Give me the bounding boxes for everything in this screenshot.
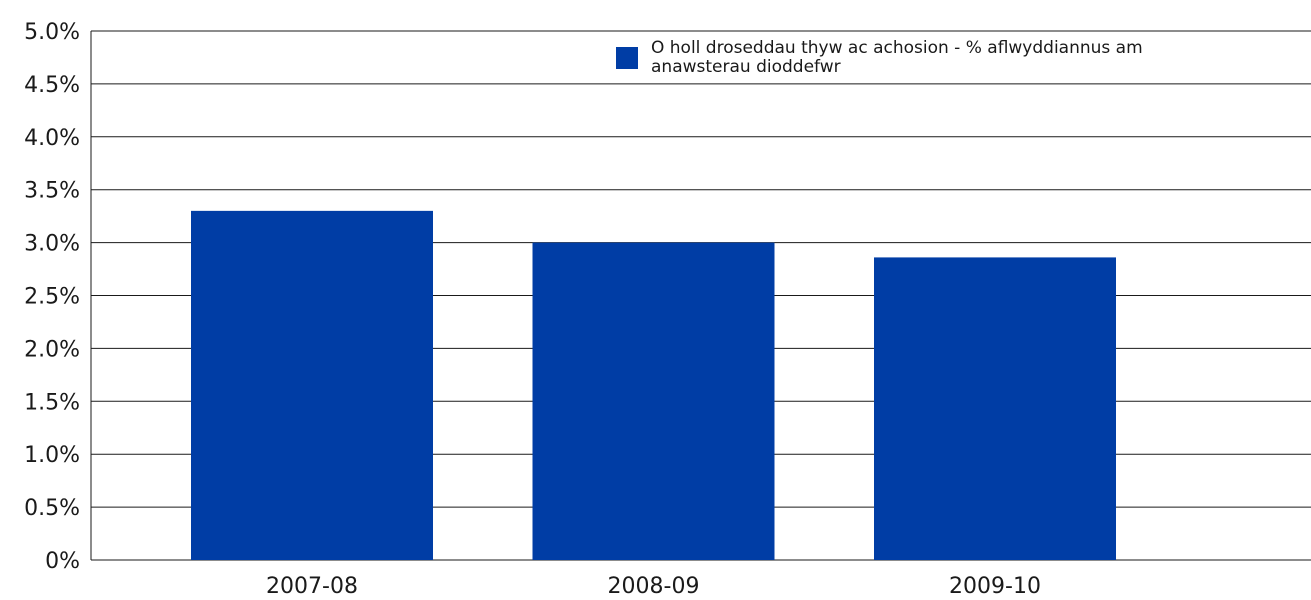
- legend-swatch: [616, 47, 638, 69]
- x-tick-label: 2008-09: [608, 574, 700, 599]
- y-tick-label: 0.5%: [24, 496, 80, 521]
- bars: [191, 210, 1116, 561]
- y-tick-label: 1.5%: [24, 390, 80, 415]
- x-tick-label: 2007-08: [266, 574, 358, 599]
- y-tick-label: 1.0%: [24, 443, 80, 468]
- x-tick-label: 2009-10: [949, 574, 1041, 599]
- y-tick-label: 5.0%: [24, 20, 80, 45]
- x-axis-ticks: 2007-08 2008-09 2009-10: [266, 574, 1041, 599]
- legend-label-line-1: O holl droseddau thyw ac achosion - % af…: [651, 38, 1143, 58]
- y-tick-label: 3.0%: [24, 232, 80, 257]
- y-tick-label: 4.0%: [24, 126, 80, 151]
- y-tick-label: 4.5%: [24, 73, 80, 98]
- y-tick-label: 3.5%: [24, 179, 80, 204]
- bar-2008-09: [532, 242, 775, 560]
- bar-2007-08: [191, 210, 433, 561]
- y-tick-label: 2.5%: [24, 285, 80, 310]
- y-tick-label: 2.0%: [24, 337, 80, 362]
- legend-label-line-2: anawsterau dioddefwr: [651, 57, 841, 77]
- bar-2009-10: [874, 257, 1116, 560]
- legend: O holl droseddau thyw ac achosion - % af…: [616, 38, 1143, 77]
- y-axis-ticks: 0% 0.5% 1.0% 1.5% 2.0% 2.5% 3.0% 3.5% 4.0% 4.5% 5.…: [24, 20, 80, 574]
- y-tick-label: 0%: [45, 549, 80, 574]
